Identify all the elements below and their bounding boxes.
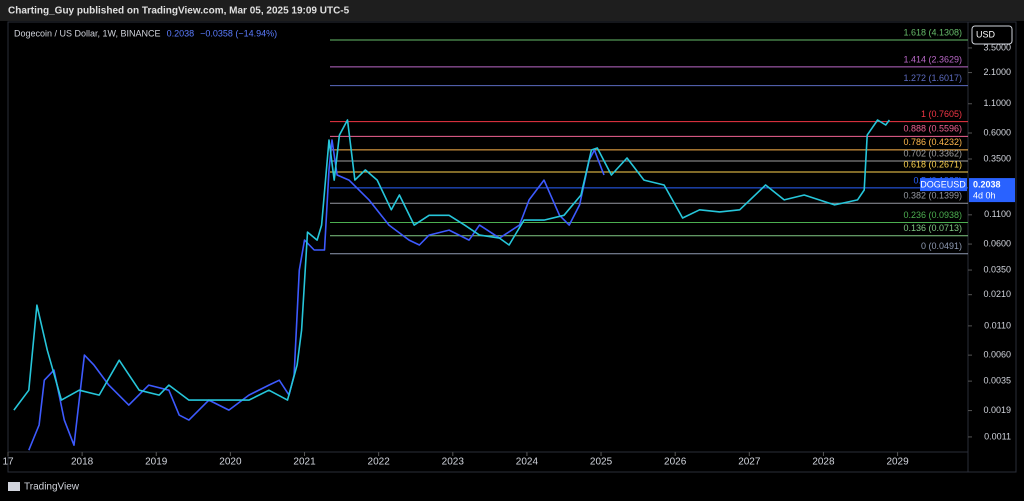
byline: Charting_Guy published on TradingView.co… — [8, 6, 350, 17]
fib-label: 0 (0.0491) — [921, 241, 962, 251]
y-tick-label: 0.0350 — [983, 264, 1011, 274]
y-tick-label: 0.0110 — [984, 320, 1011, 330]
axes: 3.5000 2.1000 1.1000 0.6000 0.3500 0.1100 0.06… — [2, 42, 1015, 468]
x-tick-label: 2025 — [590, 457, 613, 468]
y-tick-label: 0.0600 — [983, 238, 1011, 248]
y-tick-label: 0.0035 — [983, 375, 1011, 385]
y-tick-label: 1.1000 — [983, 98, 1011, 108]
currency-button[interactable] — [971, 25, 1013, 45]
fib-label: 0.702 (0.3362) — [903, 148, 962, 158]
chart-frame — [7, 21, 1017, 473]
y-tick-label: 0.6000 — [983, 127, 1011, 137]
x-tick-label: 2029 — [886, 457, 909, 468]
price-line — [28, 139, 605, 451]
price-tag — [969, 178, 1015, 203]
x-tick-label: 2019 — [145, 457, 168, 468]
price-change: −0.0358 (−14.94%) — [200, 28, 277, 38]
fib-label: 1.272 (1.6017) — [903, 73, 962, 83]
currency-label: USD — [976, 29, 996, 39]
plot-area: 1.618 (4.1308) 1.414 (2.3629) 1.272 (1.601… — [13, 27, 968, 451]
fib-label: 0.236 (0.0938) — [903, 210, 962, 220]
fib-label: 0.888 (0.5596) — [903, 124, 962, 134]
x-tick-label: 2022 — [368, 457, 391, 468]
brand-logo — [8, 482, 20, 491]
x-tick-label: 2026 — [664, 457, 687, 468]
fib-label: 0.618 (0.2671) — [903, 159, 962, 169]
price-tag-label: 0.2038 — [973, 179, 1001, 189]
fib-label: 0.382 (0.1399) — [903, 191, 962, 201]
x-tick-label: 2028 — [812, 457, 835, 468]
symbol-title: Dogecoin / US Dollar, 1W, BINANCE — [14, 28, 161, 38]
x-tick-label: 17 — [2, 457, 14, 468]
countdown-label: 4d 0h — [973, 190, 996, 200]
y-tick-label: 0.0060 — [983, 349, 1011, 359]
price-line — [13, 119, 891, 411]
symbol-tag — [920, 178, 967, 192]
x-tick-label: 2027 — [738, 457, 761, 468]
x-tick-label: 2024 — [516, 457, 539, 468]
last-price: 0.2038 — [167, 28, 195, 38]
y-tick-label: 3.5000 — [983, 42, 1011, 52]
x-tick-label: 2020 — [219, 457, 242, 468]
x-tick-label: 2018 — [71, 457, 94, 468]
header-bar — [0, 0, 1024, 21]
x-tick-label: 2021 — [293, 457, 316, 468]
fib-label: 0.786 (0.4232) — [903, 137, 962, 147]
fib-label: 1.414 (2.3629) — [903, 54, 962, 64]
fib-label: 1 (0.7605) — [921, 109, 962, 119]
y-tick-label: 0.0011 — [984, 431, 1011, 441]
symbol-tag-label: DOGEUSD — [920, 179, 966, 189]
y-tick-label: 2.1000 — [983, 67, 1011, 77]
y-tick-label: 0.0210 — [983, 289, 1011, 299]
y-tick-label: 0.0019 — [983, 405, 1011, 415]
fib-label: 0.136 (0.0713) — [903, 223, 962, 233]
x-tick-label: 2023 — [442, 457, 465, 468]
footer-brand: TradingView — [24, 482, 80, 493]
y-tick-label: 0.3500 — [983, 153, 1011, 163]
fib-label: 1.618 (4.1308) — [903, 27, 962, 37]
y-tick-label: 0.1100 — [984, 209, 1011, 219]
